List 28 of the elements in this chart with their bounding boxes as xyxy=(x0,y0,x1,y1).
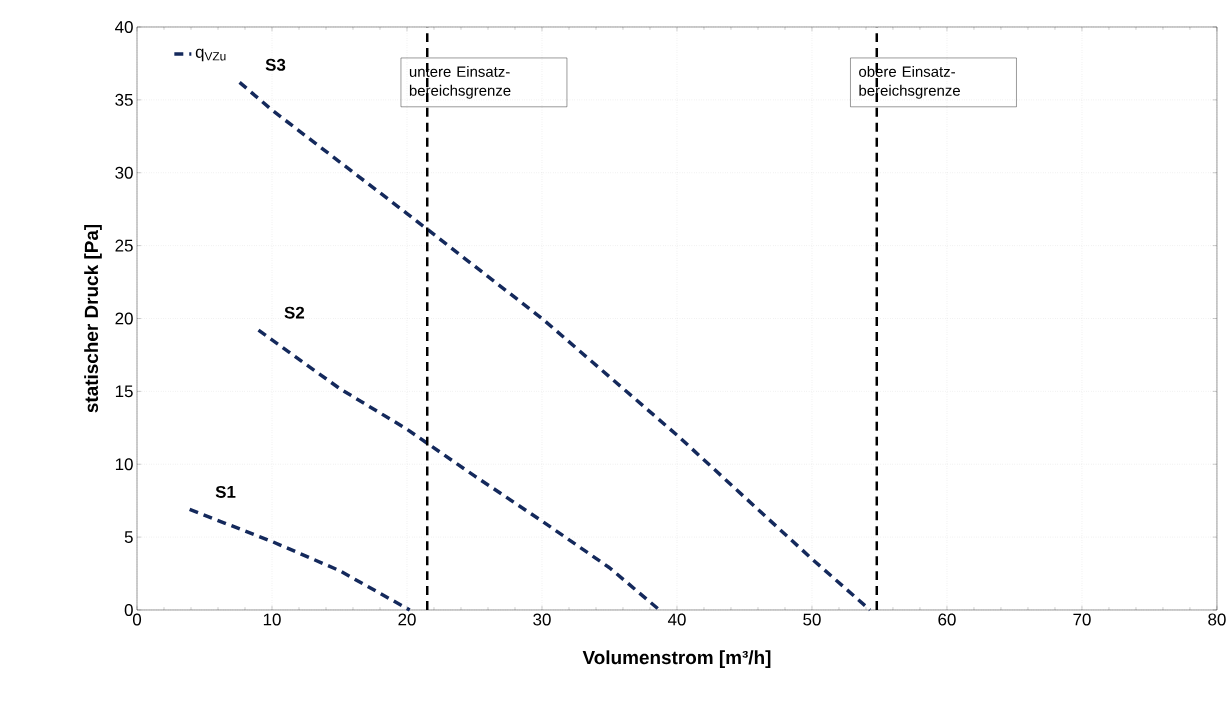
y-tick-label: 40 xyxy=(115,20,133,33)
x-tick-label: 60 xyxy=(938,613,956,626)
series-label: S3 xyxy=(265,58,286,71)
x-tick-label: 20 xyxy=(398,613,416,626)
y-tick-label: 20 xyxy=(115,312,133,325)
y-tick-label: 35 xyxy=(115,93,133,106)
x-tick-label: 10 xyxy=(263,613,281,626)
series-label: S1 xyxy=(215,485,236,498)
legend-title: q$_{VZu}$ xyxy=(195,48,226,62)
y-tick-label: 15 xyxy=(115,385,133,398)
x-tick-label: 0 xyxy=(132,613,142,626)
y-tick-label: 5 xyxy=(124,531,133,544)
y-tick-label: 0 xyxy=(124,603,133,616)
y-tick-label: 25 xyxy=(115,239,133,252)
x-tick-label: 30 xyxy=(533,613,551,626)
y-tick-label: 30 xyxy=(115,166,133,179)
x-tick-label: 40 xyxy=(667,613,686,626)
ref-line-label: obere Einsatz-bereichsgrenze xyxy=(859,65,960,99)
x-tick-label: 70 xyxy=(1073,613,1091,626)
x-axis-title: Volumenstrom [m³/h] xyxy=(582,650,771,668)
line-series xyxy=(187,507,412,612)
series-label: S2 xyxy=(284,306,305,319)
x-tick-label: 80 xyxy=(1208,613,1226,626)
ref-line-label: untere Einsatz-bereichsgrenze xyxy=(409,65,511,99)
x-tick-label: 50 xyxy=(803,613,821,626)
y-axis-title: statischer Druck [Pa] xyxy=(84,224,102,413)
line-series xyxy=(256,328,662,612)
y-tick-label: 10 xyxy=(115,458,133,471)
